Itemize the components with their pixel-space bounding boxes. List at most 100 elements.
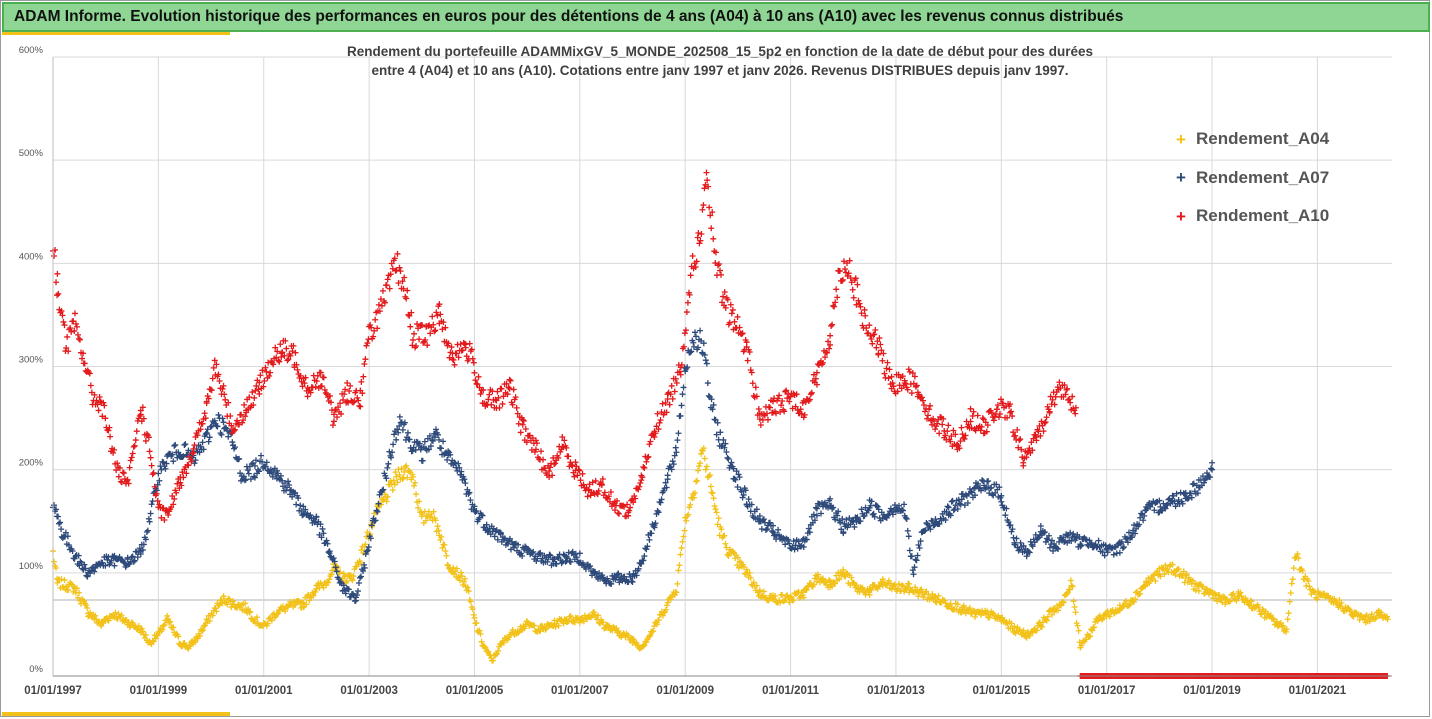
data-point [974,412,981,419]
data-point [317,369,324,376]
data-point [393,473,400,480]
data-point [700,445,707,452]
data-point [1007,401,1014,408]
data-point [161,621,168,628]
data-point [569,548,576,555]
data-point [778,402,785,409]
data-point [1278,623,1285,630]
data-point [454,467,461,474]
data-point [1016,437,1023,444]
data-point [335,404,342,411]
data-point [278,477,285,484]
data-point [984,422,991,429]
data-point [873,344,880,351]
data-point [908,553,915,560]
data-point [149,471,156,478]
data-point [1212,591,1219,598]
data-point [401,468,408,475]
data-point [1162,505,1169,512]
data-point [608,580,615,587]
data-point [212,605,219,612]
data-point [874,338,881,345]
data-point [51,252,58,259]
data-point [169,451,176,458]
data-point [673,449,680,456]
data-point [473,620,480,627]
data-point [146,448,153,455]
data-point [451,361,458,368]
data-point [391,255,398,262]
data-point [1144,505,1151,512]
data-point [883,365,890,372]
data-point [297,502,304,509]
data-point [257,372,264,379]
data-point [318,383,325,390]
data-point [923,588,930,595]
data-point [462,575,469,582]
data-point [672,444,679,451]
data-point [947,600,954,607]
data-point [678,361,685,368]
data-point [247,608,254,615]
data-point [918,394,925,401]
data-point [714,419,721,426]
data-point [782,388,789,395]
data-point [294,366,301,373]
data-point [503,380,510,387]
data-point [263,459,270,466]
data-point [978,423,985,430]
data-point [153,490,160,497]
data-point [187,642,194,649]
data-point [834,294,841,301]
data-point [318,534,325,541]
data-point [700,202,707,209]
data-point [478,511,485,518]
data-point [375,500,382,507]
data-point [1067,577,1074,584]
data-point [249,389,256,396]
data-point [390,477,397,484]
data-point [1175,496,1182,503]
data-point [927,402,934,409]
data-point [69,547,76,554]
data-point [515,629,522,636]
data-point [74,331,81,338]
y-tick-label: 200% [19,458,44,469]
data-point [810,511,817,518]
data-point [347,382,354,389]
data-point [71,327,78,334]
data-point [494,536,501,543]
data-point [384,493,391,500]
data-point [437,536,444,543]
data-point [83,602,90,609]
data-point [865,589,872,596]
data-point [704,177,711,184]
data-point [381,299,388,306]
data-point [192,639,199,646]
data-point [341,391,348,398]
data-point [55,290,62,297]
data-point [1061,381,1068,388]
y-tick-label: 0% [29,664,43,675]
data-point [779,592,786,599]
data-point [808,389,815,396]
data-point [1009,413,1016,420]
data-point [513,404,520,411]
data-point [942,516,949,523]
data-point [657,416,664,423]
data-point [942,432,949,439]
data-point [869,340,876,347]
data-point [94,401,101,408]
data-point [91,391,98,398]
data-point [1350,613,1357,620]
data-point [353,591,360,598]
data-point [154,631,161,638]
data-point [455,354,462,361]
data-point [986,614,993,621]
data-point [301,380,308,387]
data-point [261,378,268,385]
data-point [723,449,730,456]
data-point [137,551,144,558]
data-point [931,594,938,601]
data-point [1037,622,1044,629]
